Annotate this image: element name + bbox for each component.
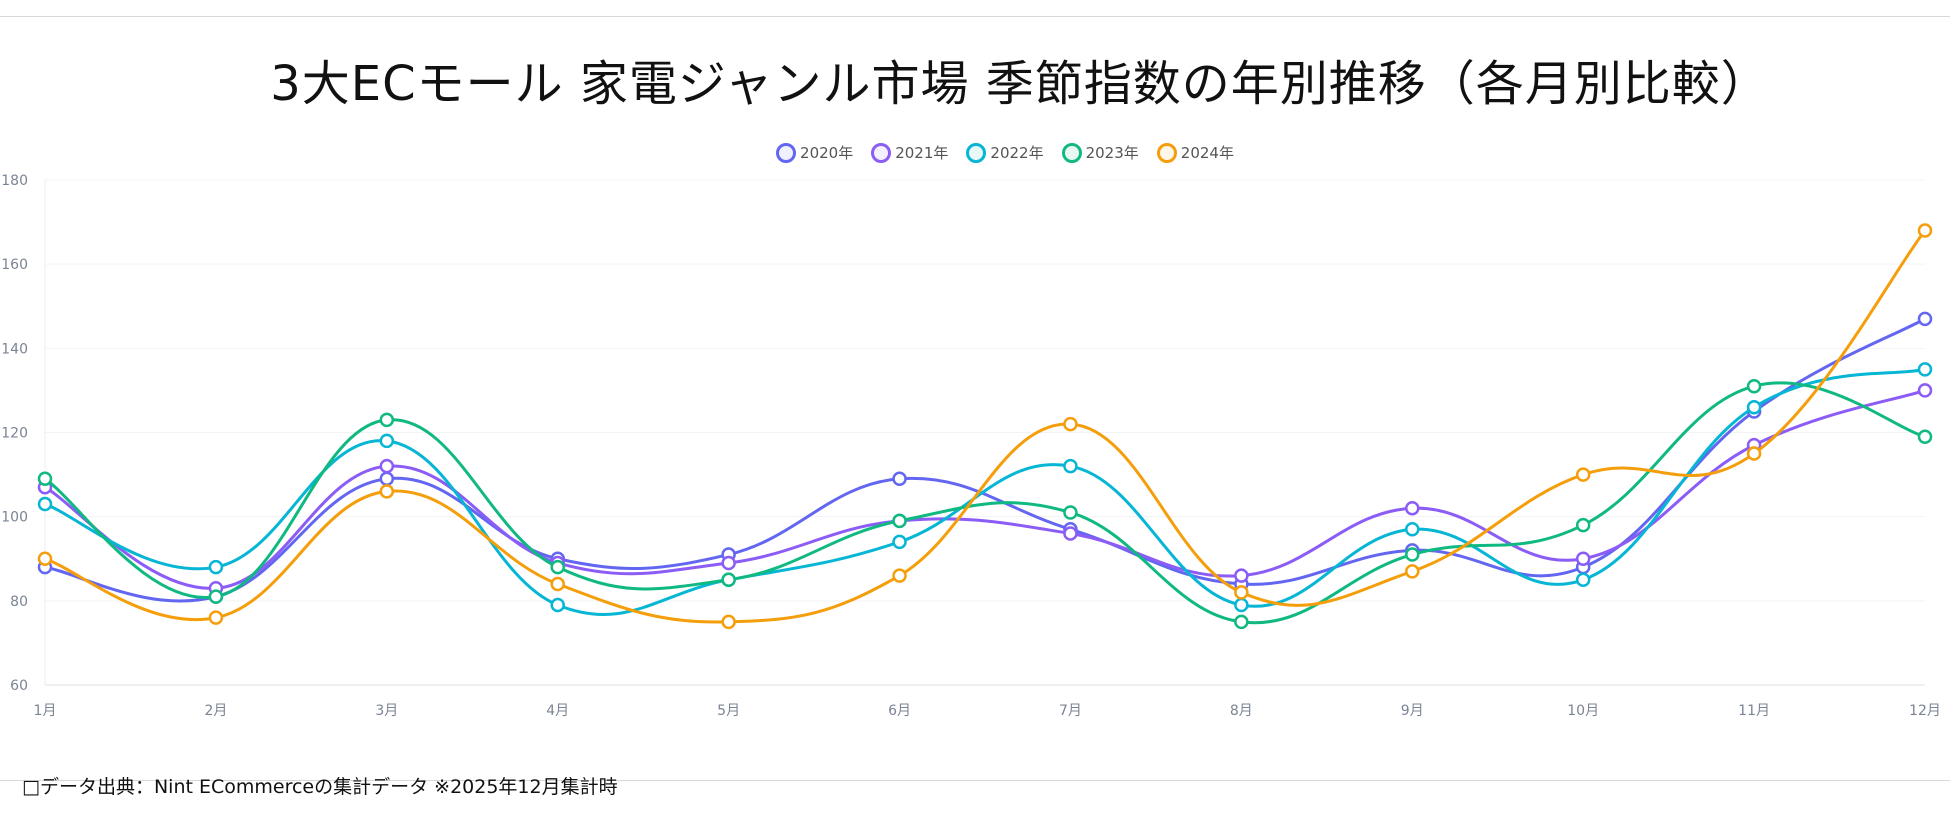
data-point-2024年-4月 bbox=[550, 576, 565, 592]
x-tick-label: 3月 bbox=[375, 703, 398, 719]
legend-item[interactable]: 2021年 bbox=[871, 142, 948, 163]
data-point-2022年-3月 bbox=[379, 433, 395, 449]
data-point-2024年-3月 bbox=[379, 484, 395, 499]
series-line-2023年 bbox=[44, 381, 1926, 625]
legend-item[interactable]: 2023年 bbox=[1061, 142, 1139, 163]
data-point-2020年-12月 bbox=[1917, 311, 1933, 327]
legend-marker-icon bbox=[1061, 142, 1082, 163]
data-point-2022年-4月 bbox=[550, 597, 565, 613]
data-point-2023年-2月 bbox=[208, 589, 224, 604]
y-tick-label: 120 bbox=[1, 426, 28, 442]
x-tick-label: 9月 bbox=[1401, 703, 1424, 719]
data-point-2024年-5月 bbox=[721, 614, 736, 630]
y-tick-label: 60 bbox=[10, 678, 28, 694]
data-point-2023年-8月 bbox=[1234, 614, 1249, 630]
x-tick-label: 8月 bbox=[1230, 703, 1253, 719]
data-point-2020年-6月 bbox=[892, 471, 907, 487]
data-point-2023年-7月 bbox=[1063, 505, 1078, 520]
legend-marker-icon bbox=[871, 142, 892, 163]
data-point-2024年-9月 bbox=[1405, 564, 1420, 579]
data-point-2023年-3月 bbox=[379, 412, 395, 428]
data-point-2024年-1月 bbox=[37, 551, 53, 566]
legend-label: 2024年 bbox=[1180, 144, 1234, 162]
data-point-2022年-7月 bbox=[1063, 458, 1078, 474]
legend-item[interactable]: 2022年 bbox=[966, 142, 1044, 163]
data-point-2024年-12月 bbox=[1917, 223, 1933, 238]
x-tick-label: 2月 bbox=[204, 703, 227, 719]
data-point-2023年-6月 bbox=[892, 513, 907, 529]
x-tick-label: 6月 bbox=[888, 703, 911, 719]
legend-marker-icon bbox=[776, 142, 797, 163]
legend-label: 2020年 bbox=[800, 144, 854, 162]
top-divider bbox=[0, 16, 1950, 17]
x-tick-label: 7月 bbox=[1059, 703, 1082, 719]
data-point-2024年-10月 bbox=[1575, 467, 1591, 482]
data-point-2022年-1月 bbox=[37, 496, 53, 512]
data-point-2022年-12月 bbox=[1917, 362, 1933, 377]
data-point-2022年-2月 bbox=[208, 559, 224, 575]
data-point-2022年-11月 bbox=[1746, 400, 1762, 415]
y-tick-label: 160 bbox=[1, 257, 28, 273]
chart-title: 3大ECモール 家電ジャンル市場 季節指数の年別推移（各月別比較） bbox=[270, 56, 1770, 112]
source-note: □データ出典：Nint ECommerceの集計データ ※2025年12月集計時 bbox=[22, 776, 618, 798]
legend: 2020年 2021年 2022年 2023年 2024年 bbox=[0, 142, 1950, 163]
data-point-2024年-2月 bbox=[208, 610, 224, 625]
legend-item[interactable]: 2020年 bbox=[776, 142, 853, 163]
series-line-2024年 bbox=[44, 229, 1927, 624]
data-point-2023年-5月 bbox=[721, 572, 736, 588]
x-tick-label: 1月 bbox=[34, 703, 57, 719]
data-point-2022年-9月 bbox=[1405, 522, 1420, 537]
data-point-2023年-10月 bbox=[1575, 517, 1591, 533]
series-line-2022年 bbox=[44, 367, 1926, 617]
x-tick-label: 11月 bbox=[1738, 703, 1770, 719]
data-point-2021年-7月 bbox=[1063, 526, 1078, 541]
legend-marker-icon bbox=[1156, 142, 1177, 163]
data-point-2023年-11月 bbox=[1746, 378, 1762, 394]
legend-marker-icon bbox=[966, 142, 987, 163]
legend-label: 2023年 bbox=[1085, 144, 1139, 162]
x-tick-label: 12月 bbox=[1909, 703, 1941, 719]
data-point-2024年-11月 bbox=[1746, 446, 1762, 461]
legend-label: 2022年 bbox=[990, 144, 1044, 162]
data-point-2022年-10月 bbox=[1575, 572, 1591, 588]
data-point-2021年-12月 bbox=[1917, 383, 1933, 398]
legend-item[interactable]: 2024年 bbox=[1156, 142, 1234, 163]
y-tick-label: 180 bbox=[1, 173, 28, 189]
x-tick-label: 10月 bbox=[1567, 703, 1599, 719]
data-point-2023年-12月 bbox=[1917, 429, 1933, 444]
data-point-2023年-9月 bbox=[1405, 547, 1420, 562]
y-tick-label: 140 bbox=[1, 341, 28, 357]
data-point-2022年-8月 bbox=[1234, 597, 1249, 613]
data-point-2023年-4月 bbox=[550, 559, 565, 575]
data-point-2021年-3月 bbox=[379, 458, 395, 474]
data-point-2021年-8月 bbox=[1234, 568, 1249, 583]
data-point-2024年-6月 bbox=[892, 568, 907, 583]
x-tick-label: 4月 bbox=[546, 703, 569, 719]
data-point-2023年-1月 bbox=[37, 471, 53, 487]
x-tick-label: 5月 bbox=[717, 703, 740, 719]
y-tick-label: 100 bbox=[1, 510, 28, 526]
data-point-2024年-7月 bbox=[1063, 416, 1078, 432]
y-tick-label: 80 bbox=[10, 594, 28, 610]
data-point-2021年-10月 bbox=[1575, 551, 1591, 566]
legend-label: 2021年 bbox=[895, 144, 949, 162]
bottom-divider bbox=[0, 780, 1950, 781]
series-line-2020年 bbox=[44, 317, 1926, 603]
data-point-2022年-6月 bbox=[892, 534, 907, 550]
line-chart: 60 80 100 120 140 160 180 1月 2月 3月 4月 5月 6月 7月 8月 9月 10月… bbox=[1, 173, 1941, 719]
data-point-2021年-5月 bbox=[721, 555, 736, 571]
series-line-2021年 bbox=[44, 388, 1926, 590]
data-point-2024年-8月 bbox=[1234, 585, 1249, 600]
data-point-2021年-9月 bbox=[1405, 501, 1420, 516]
data-point-2020年-3月 bbox=[379, 471, 395, 487]
